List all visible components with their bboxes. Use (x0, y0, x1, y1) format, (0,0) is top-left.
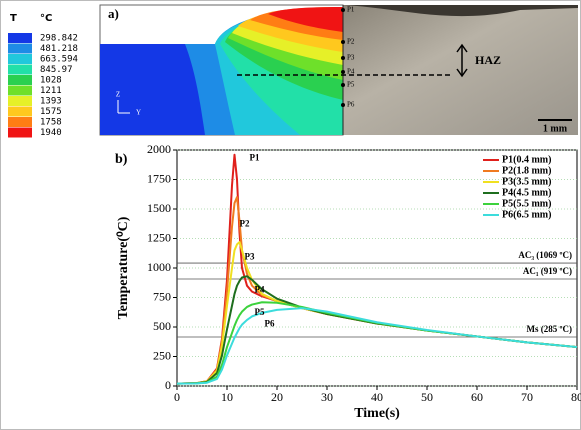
x-tick-label: 30 (321, 390, 333, 404)
legend-swatch (8, 117, 32, 127)
legend-value: 1393 (40, 97, 62, 107)
x-axis-label: Time(s) (354, 406, 400, 421)
probe-label: P2 (347, 38, 355, 46)
y-tick-label: 1750 (147, 171, 171, 185)
legend-value: 1028 (40, 76, 62, 86)
probe-label: P3 (347, 54, 355, 62)
reference-label: Ms (285 ºC) (527, 324, 572, 334)
y-tick-label: 0 (165, 378, 171, 392)
legend-swatch (8, 75, 32, 85)
legend-value: 1575 (40, 107, 62, 117)
curve-label: P3 (245, 251, 255, 261)
panel-label: b) (115, 152, 128, 167)
legend-swatch (8, 64, 32, 75)
haz-arrowheads (456, 43, 468, 78)
axis-label: Z (116, 91, 120, 99)
probe-point (341, 70, 345, 74)
legend-label: P2(1.8 mm) (502, 165, 551, 176)
x-tick-label: 20 (271, 390, 283, 404)
x-tick-label: 60 (471, 390, 483, 404)
x-tick-label: 50 (421, 390, 433, 404)
probe-label: P6 (347, 101, 355, 109)
legend-swatch (8, 96, 32, 106)
x-tick-label: 40 (371, 390, 383, 404)
scale-label: 1 mm (543, 123, 568, 134)
y-tick-label: 1000 (147, 260, 171, 274)
probe-point (341, 40, 345, 44)
y-tick-label: 750 (153, 289, 171, 303)
haz-label: HAZ (475, 53, 501, 67)
legend-value: 1211 (40, 86, 62, 96)
x-tick-label: 80 (571, 390, 581, 404)
legend-label: P4(4.5 mm) (502, 187, 551, 198)
reference-label: AC₃ (1069 ºC) (518, 250, 572, 260)
legend-value: 845.97 (40, 65, 73, 75)
curve-label: P4 (255, 284, 265, 294)
x-tick-label: 10 (221, 390, 233, 404)
axis-triad (117, 100, 130, 114)
series-line (176, 301, 578, 385)
probe-point (341, 83, 345, 87)
series-line (176, 275, 578, 385)
curve-label: P1 (250, 152, 260, 162)
y-tick-label: 1500 (147, 201, 171, 215)
curve-label: P5 (255, 307, 265, 317)
legend-unit: °C (40, 13, 52, 24)
axis-label: Y (136, 109, 141, 117)
legend-symbol: T (10, 13, 17, 24)
legend-swatch (8, 127, 32, 138)
legend-label: P5(5.5 mm) (502, 198, 551, 209)
legend-label: P6(6.5 mm) (502, 209, 551, 220)
y-tick-label: 250 (153, 348, 171, 362)
y-tick-label: 1250 (147, 230, 171, 244)
series-line (176, 196, 578, 385)
y-axis-label: Temperature(⁰C) (116, 216, 131, 319)
curve-label: P6 (265, 319, 275, 329)
micrograph (343, 5, 578, 135)
probe-point (341, 8, 345, 12)
probe-label: P5 (347, 81, 355, 89)
legend-label: P3(3.5 mm) (502, 176, 551, 187)
legend-value: 481.218 (40, 44, 78, 54)
legend-swatch (8, 54, 32, 64)
contour-band (268, 7, 343, 32)
legend-label: P1(0.4 mm) (502, 154, 551, 165)
panel-label: a) (108, 6, 119, 21)
legend-value: 1758 (40, 118, 62, 128)
x-tick-label: 70 (521, 390, 533, 404)
legend-swatch (8, 106, 32, 117)
legend-swatch (8, 33, 32, 43)
probe-point (341, 56, 345, 60)
probe-label: P4 (347, 68, 355, 76)
x-tick-label: 0 (174, 390, 180, 404)
curve-label: P2 (240, 218, 250, 228)
probe-label: P1 (347, 6, 355, 14)
legend-value: 298.842 (40, 34, 78, 44)
legend-swatch (8, 85, 32, 96)
y-tick-label: 2000 (147, 142, 171, 156)
probe-point (341, 103, 345, 107)
series-line (176, 307, 578, 385)
legend-swatch (8, 43, 32, 54)
legend-value: 1940 (40, 128, 62, 138)
y-tick-label: 500 (153, 319, 171, 333)
reference-label: AC₁ (919 ºC) (523, 266, 572, 276)
legend-value: 663.594 (40, 55, 78, 65)
micrograph-bead (343, 5, 578, 17)
